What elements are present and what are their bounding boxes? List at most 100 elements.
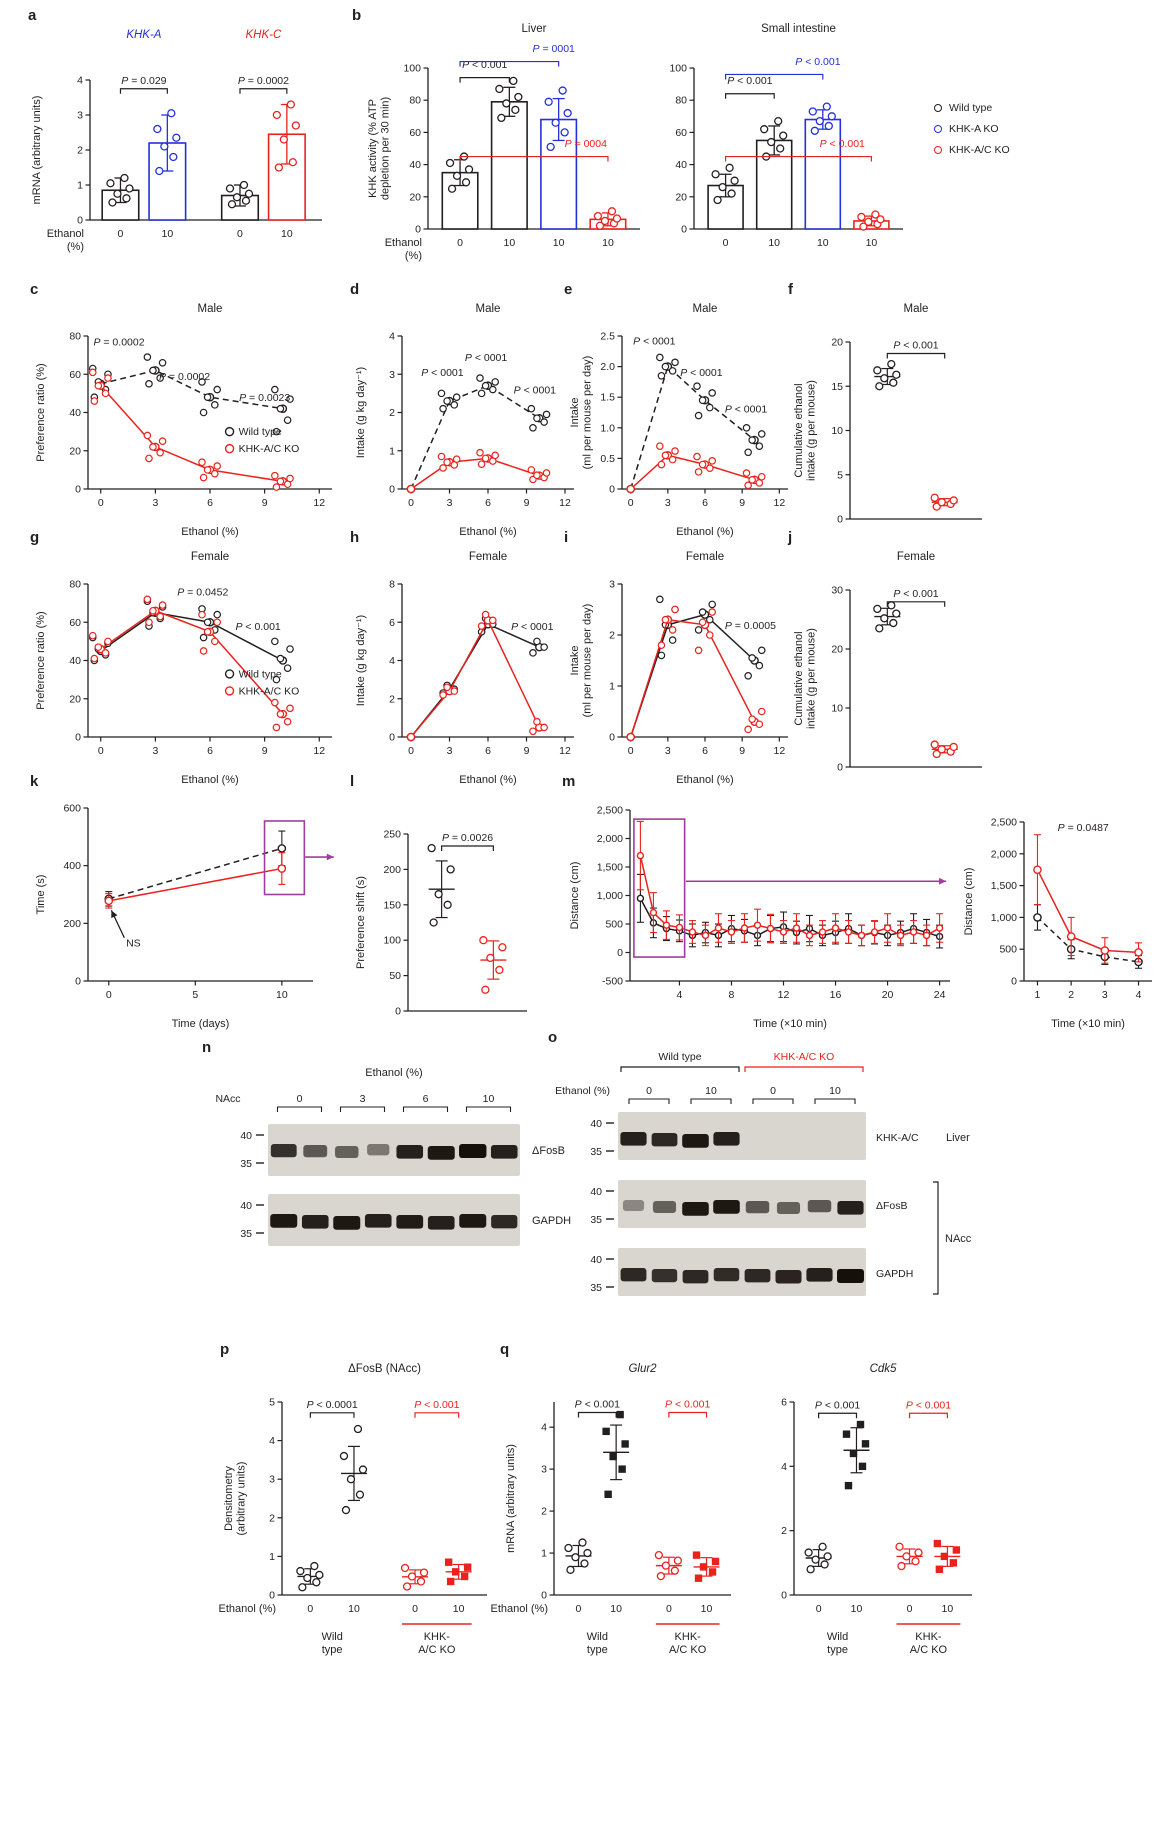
data-point	[937, 498, 946, 507]
data-point	[509, 76, 518, 86]
data-point	[661, 615, 670, 624]
lane-label: 10	[829, 1085, 841, 1097]
data-point	[864, 217, 873, 226]
data-point	[857, 931, 866, 940]
data-point	[922, 931, 931, 940]
data-point	[540, 643, 548, 651]
khk-ac-ko-marker-icon	[934, 146, 942, 154]
y-axis-label: intake (g per mouse)	[806, 628, 818, 729]
y-tick-label: 600	[63, 803, 81, 815]
data-point	[276, 654, 285, 663]
blot-membrane	[618, 1112, 866, 1160]
p-value: P = 0.029	[121, 75, 166, 87]
x-tick-label: 2	[1068, 989, 1074, 1001]
data-point	[876, 215, 885, 224]
x-axis-label: Ethanol (%)	[181, 774, 238, 786]
data-point	[446, 865, 455, 874]
group-label: KHK-	[424, 1631, 451, 1643]
data-point	[626, 484, 635, 494]
y-tick-label: 0	[75, 976, 81, 988]
y-tick-label: 50	[389, 970, 401, 982]
axes: 0 2 4 6 8 0 3 6 9 12	[389, 579, 574, 757]
y-tick-label: 0	[837, 762, 843, 774]
x-tick-label: 9	[524, 497, 530, 509]
data-point	[546, 142, 555, 152]
p-value: P = 0001	[533, 43, 576, 55]
y-tick-label: 4	[389, 655, 395, 667]
x-tick-label: 0	[907, 1603, 913, 1615]
lane-bracket	[339, 1106, 386, 1112]
x-tick-label: 0	[412, 1603, 418, 1615]
y-tick-label: 40	[69, 655, 81, 667]
chart-root: 0 20 40 60 80 0 3 6 9 12 Female Preference ratio (%…	[35, 551, 332, 786]
data-point	[673, 1556, 683, 1565]
data-point	[727, 189, 736, 198]
data-point	[711, 170, 720, 179]
y-tick-label: 2.5	[600, 331, 615, 343]
chart-root: 0 10 20 30 Female Cumulative ethanol intake (g…	[793, 551, 982, 774]
x-tick-label: 6	[485, 497, 491, 509]
data-point	[742, 424, 751, 432]
data-point	[149, 606, 157, 615]
data-point	[671, 447, 679, 455]
data-point	[808, 107, 817, 116]
data-point	[346, 1475, 356, 1484]
x-tick-label: 6	[207, 497, 213, 509]
significance-bracket	[668, 1411, 708, 1418]
panel-letter-h: h	[350, 529, 360, 546]
data-point	[143, 353, 152, 361]
data-point	[199, 408, 208, 417]
data-point	[671, 605, 679, 614]
data-point	[540, 418, 548, 426]
data-point	[880, 614, 889, 623]
data-point	[933, 1539, 942, 1548]
khk-a-ko-marker-icon	[934, 125, 942, 133]
data-point	[198, 610, 206, 619]
x-axis-label: Time (×10 min)	[1051, 1018, 1125, 1030]
annotation: P < 0.001	[235, 621, 280, 633]
p-value: P < 0.001	[893, 340, 938, 352]
x-tick-label: 10	[453, 1603, 465, 1615]
data-point	[108, 198, 117, 207]
x-tick-label: 0	[307, 1603, 313, 1615]
y-axis-label: Preference ratio (%)	[35, 363, 47, 461]
data-point	[914, 1548, 923, 1557]
data-point	[883, 924, 892, 932]
x-tick-label: 3	[152, 745, 158, 757]
blot-band	[745, 1201, 770, 1214]
data-point	[657, 460, 666, 469]
annotation: P < 0001	[421, 367, 464, 379]
data-point	[272, 483, 281, 491]
data-point	[748, 654, 756, 662]
western-blot-panel-o: Wild type KHK-A/C KO Ethanol (%) 0 10 0 10 40 35…	[555, 1051, 972, 1296]
protein-label: KHK-A/C	[876, 1132, 919, 1144]
significance-bracket	[459, 77, 510, 83]
y-tick-label: 0	[77, 215, 83, 227]
data-point	[827, 112, 836, 121]
x-tick-label: 10	[817, 237, 829, 249]
data-point	[203, 618, 212, 627]
x-tick-label: 10	[276, 989, 288, 1001]
x-tick-label: 0	[98, 497, 104, 509]
blot-band	[651, 1269, 678, 1283]
data-point	[495, 965, 504, 975]
panel-title: Male	[904, 303, 929, 315]
panel-letter-m: m	[562, 773, 576, 790]
data-point	[277, 844, 287, 853]
data-point	[113, 189, 122, 198]
data-point	[452, 393, 461, 402]
legend-marker-icon	[224, 669, 235, 679]
y-tick-label: 6	[781, 1397, 787, 1409]
y-tick-label: 60	[675, 127, 687, 139]
y-axis-label: Preference ratio (%)	[35, 611, 47, 709]
y-tick-label: 2,000	[597, 833, 623, 845]
lane-bracket	[276, 1106, 323, 1112]
y-tick-label: 6	[389, 617, 395, 629]
data-point	[757, 430, 766, 438]
group-label: Wild	[321, 1631, 342, 1643]
y-tick-label: 8	[389, 579, 395, 591]
data-point	[656, 442, 664, 450]
panel-title: ΔFosB (NAcc)	[348, 1363, 421, 1375]
y-tick-label: 20	[831, 644, 843, 656]
